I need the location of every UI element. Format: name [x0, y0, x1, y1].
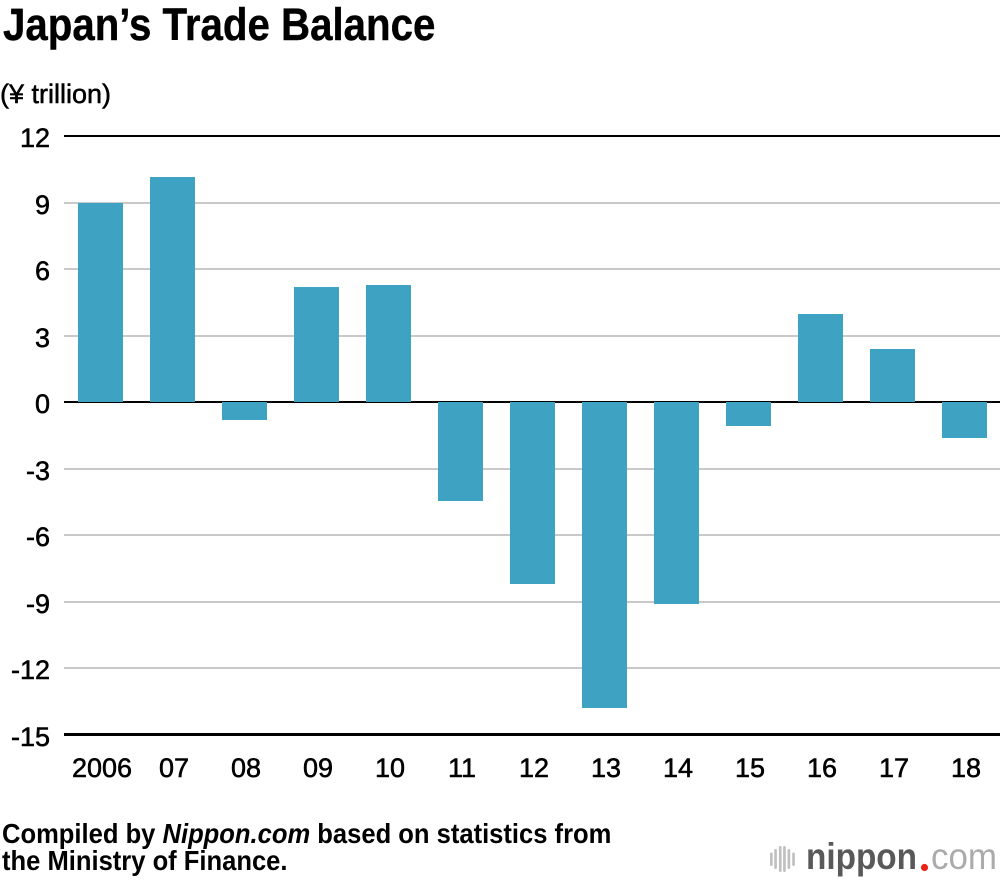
svg-text:com: com [931, 836, 997, 877]
svg-text:nippon: nippon [806, 836, 917, 877]
